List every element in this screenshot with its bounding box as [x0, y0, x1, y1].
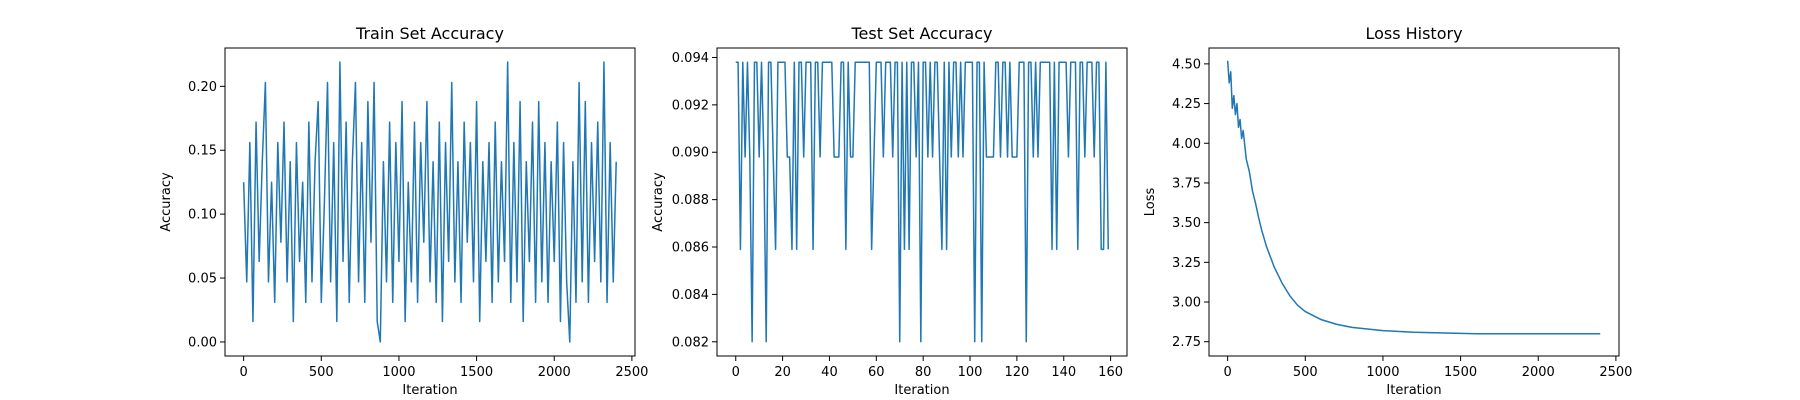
x-tick-label: 1500	[460, 365, 493, 380]
x-tick-label: 160	[1098, 365, 1123, 380]
y-tick-label: 0.092	[672, 98, 709, 113]
y-tick-label: 0.00	[188, 335, 217, 350]
y-tick-label: 0.088	[672, 193, 709, 208]
y-tick-label: 0.05	[188, 272, 217, 287]
x-tick-label: 140	[1051, 365, 1076, 380]
x-tick-label: 1000	[382, 365, 415, 380]
x-axis-label: Iteration	[402, 383, 457, 398]
y-tick-label: 3.75	[1172, 176, 1201, 191]
chart-title: Test Set Accuracy	[851, 24, 993, 43]
data-line	[1226, 60, 1601, 335]
data-line	[735, 61, 1110, 343]
chart-title: Loss History	[1365, 24, 1462, 43]
y-tick-label: 0.20	[188, 80, 217, 95]
x-tick-label: 120	[1004, 365, 1029, 380]
y-tick-label: 0.086	[672, 241, 709, 256]
y-tick-label: 4.00	[1172, 137, 1201, 152]
y-axis-label: Loss	[1143, 188, 1158, 217]
x-tick-label: 2500	[615, 365, 648, 380]
x-axis-label: Iteration	[1386, 383, 1441, 398]
x-tick-label: 0	[239, 365, 247, 380]
y-tick-label: 3.50	[1172, 216, 1201, 231]
y-tick-label: 2.75	[1172, 335, 1201, 350]
data-line	[242, 61, 617, 343]
x-tick-label: 2000	[538, 365, 571, 380]
x-tick-label: 0	[732, 365, 740, 380]
x-tick-label: 500	[309, 365, 334, 380]
y-tick-label: 0.084	[672, 288, 709, 303]
axes-frame	[224, 47, 636, 357]
y-tick-label: 3.00	[1172, 296, 1201, 311]
y-tick-label: 4.25	[1172, 97, 1201, 112]
x-tick-label: 1000	[1366, 365, 1399, 380]
x-tick-label: 100	[958, 365, 983, 380]
y-tick-label: 0.094	[672, 51, 709, 66]
axes-frame	[716, 47, 1128, 357]
x-axis-label: Iteration	[894, 383, 949, 398]
y-axis-label: Accuracy	[159, 172, 174, 232]
axes-frame	[1208, 47, 1620, 357]
x-tick-label: 2500	[1599, 365, 1632, 380]
y-tick-label: 0.090	[672, 146, 709, 161]
y-axis-label: Accuracy	[651, 172, 666, 232]
x-tick-label: 60	[868, 365, 885, 380]
y-tick-label: 0.15	[188, 144, 217, 159]
y-tick-label: 3.25	[1172, 256, 1201, 271]
y-tick-label: 0.082	[672, 335, 709, 350]
x-tick-label: 80	[915, 365, 932, 380]
x-tick-label: 2000	[1522, 365, 1555, 380]
y-tick-label: 4.50	[1172, 57, 1201, 72]
y-tick-label: 0.10	[188, 208, 217, 223]
x-tick-label: 0	[1223, 365, 1231, 380]
x-tick-label: 1500	[1444, 365, 1477, 380]
x-tick-label: 40	[821, 365, 838, 380]
chart-title: Train Set Accuracy	[355, 24, 504, 43]
x-tick-label: 20	[774, 365, 791, 380]
x-tick-label: 500	[1293, 365, 1318, 380]
